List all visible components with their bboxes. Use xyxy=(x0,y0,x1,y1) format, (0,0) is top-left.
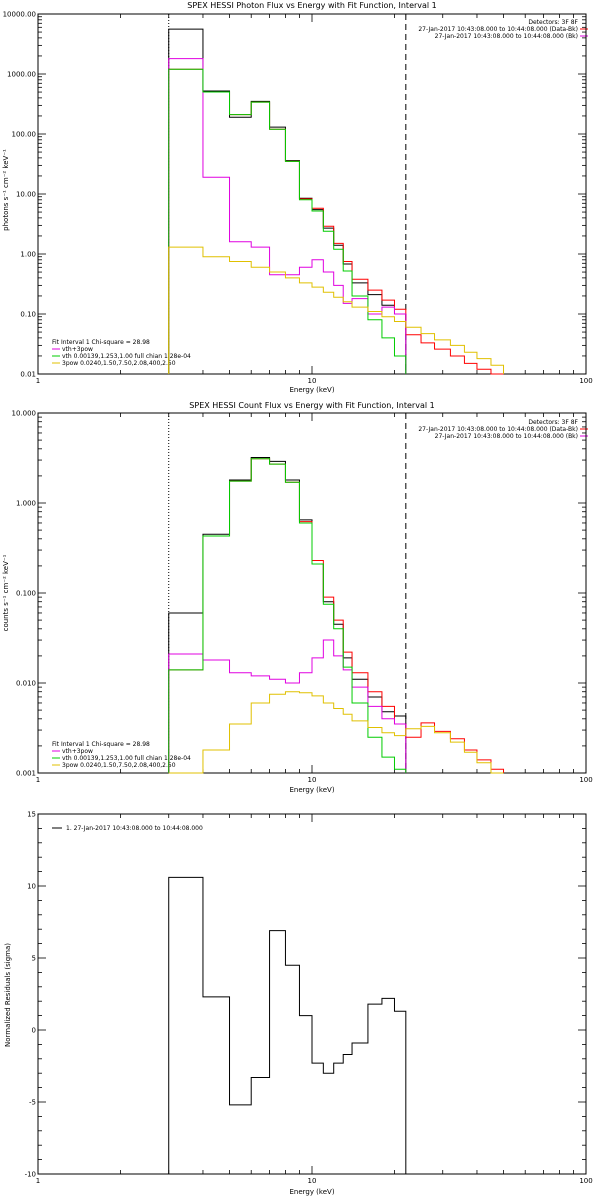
panel2-ytick-label: 10.000 xyxy=(12,410,37,418)
panel1-legend-top-0: Detectors: 3F 8F xyxy=(528,19,578,26)
panel2-ylabel: counts s⁻¹ cm⁻² keV⁻¹ xyxy=(2,554,10,631)
panel2-legend-bottom-1: vth+3pow xyxy=(62,748,93,755)
panel1-xlabel: Energy (keV) xyxy=(289,386,334,394)
panel1-series-4 xyxy=(168,246,505,374)
panel1-ytick-label: 1.00 xyxy=(20,251,36,259)
panel3-ytick-label: -10 xyxy=(25,1171,36,1179)
panel2-legend-top-1: 27-Jan-2017 10:43:08.000 to 10:44:08.000… xyxy=(418,426,578,433)
panel2-series-4 xyxy=(168,691,504,774)
panel1-ytick-label: 0.01 xyxy=(20,371,36,379)
panel2-xtick-label: 10 xyxy=(308,776,317,784)
panel1-xtick-label: 1 xyxy=(36,377,40,385)
panel2-title: SPEX HESSI Count Flux vs Energy with Fit… xyxy=(189,401,434,410)
panel2-ytick-label: 1.000 xyxy=(16,500,36,508)
panel3-ytick-label: 15 xyxy=(27,811,36,819)
panel3-ylabel: Normalized Residuals (sigma) xyxy=(4,943,12,1047)
panel1-ytick-label: 0.10 xyxy=(20,311,36,319)
panel1-ytick-label: 10000.00 xyxy=(3,11,36,19)
panel1-ytick-label: 1000.00 xyxy=(7,71,36,79)
panel3-xtick-label: 10 xyxy=(308,1177,317,1185)
panel3-xlabel: Energy (keV) xyxy=(289,1188,334,1196)
panel2-ytick-label: 0.100 xyxy=(16,590,36,598)
panel2-legend-top-2: 27-Jan-2017 10:43:08.000 to 10:44:08.000… xyxy=(435,433,578,440)
panel1-series-3 xyxy=(168,68,407,374)
panel2-legend-bottom-0: Fit Interval 1 Chi-square = 28.98 xyxy=(52,741,150,748)
panel3-ytick-label: -5 xyxy=(29,1099,36,1107)
panel1-legend-bottom-1: vth+3pow xyxy=(62,346,93,353)
panel3-xtick-label: 100 xyxy=(579,1177,592,1185)
panel1-legend-bottom-3: 3pow 0.0240,1.50,7.50,2.08,400,2.50 xyxy=(62,360,176,367)
panel1-legend-top-1: 27-Jan-2017 10:43:08.000 to 10:44:08.000… xyxy=(418,26,578,33)
panel2-series-3 xyxy=(168,458,407,773)
panel2-xlabel: Energy (keV) xyxy=(289,786,334,794)
panel2-ytick-label: 0.010 xyxy=(16,680,36,688)
panel3-xtick-label: 1 xyxy=(36,1177,40,1185)
panel1-legend-top-2: 27-Jan-2017 10:43:08.000 to 10:44:08.000… xyxy=(435,33,578,40)
panel1-title: SPEX HESSI Photon Flux vs Energy with Fi… xyxy=(187,1,437,10)
panel1-legend-bottom-0: Fit Interval 1 Chi-square = 28.98 xyxy=(52,339,150,346)
panel1-ytick-label: 10.00 xyxy=(16,191,36,199)
panel1-series-0 xyxy=(168,28,407,374)
panel3-ytick-label: 5 xyxy=(32,955,36,963)
panel1-legend-bottom-2: vth 0.00139,1.253,1.00 full chian 1.28e-… xyxy=(62,353,191,360)
panel2-xtick-label: 100 xyxy=(579,776,592,784)
panel1-xtick-label: 100 xyxy=(579,377,592,385)
panel2-legend-bottom-2: vth 0.00139,1.253,1.00 full chian 1.28e-… xyxy=(62,755,191,762)
panel2-legend-bottom-3: 3pow 0.0240,1.50,7.50,2.08,400,2.50 xyxy=(62,762,176,769)
panel3-ytick-label: 10 xyxy=(27,883,36,891)
panel3-ytick-label: 0 xyxy=(32,1027,36,1035)
panel3-legend: 1. 27-Jan-2017 10:43:08.000 to 10:44:08.… xyxy=(66,825,203,832)
panel1-ytick-label: 100.00 xyxy=(12,131,37,139)
panel3-series-0 xyxy=(168,876,407,1174)
panel2-xtick-label: 1 xyxy=(36,776,40,784)
panel2-series-2 xyxy=(168,639,407,773)
panel1-ylabel: photons s⁻¹ cm⁻² keV⁻¹ xyxy=(2,149,10,231)
panel2-ytick-label: 0.001 xyxy=(16,770,36,778)
panel2-legend-top-0: Detectors: 3F 8F xyxy=(528,419,578,426)
panel1-xtick-label: 10 xyxy=(308,377,317,385)
